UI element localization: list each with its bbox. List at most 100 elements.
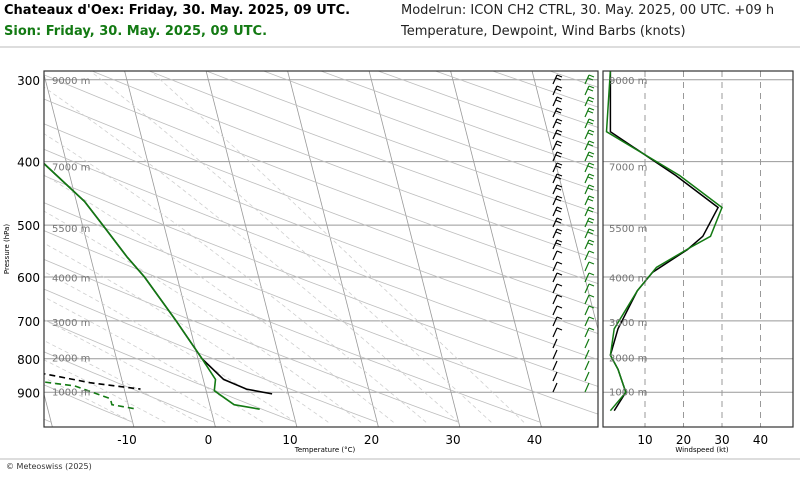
wind-barb-flag bbox=[587, 143, 594, 147]
moist-adiabat bbox=[44, 210, 362, 423]
wind-barb-flag bbox=[588, 195, 595, 199]
x-tick-label: 20 bbox=[364, 433, 379, 447]
wind-barb bbox=[584, 162, 590, 173]
wind-barb bbox=[552, 371, 558, 382]
y-tick-label: 400 bbox=[17, 156, 40, 170]
x-tick-label: 10 bbox=[282, 433, 297, 447]
wind-grid bbox=[603, 71, 793, 427]
wind-barb-flag bbox=[555, 176, 562, 180]
wind-barb-flag bbox=[588, 261, 595, 265]
altitude-label: 9000 m bbox=[52, 76, 90, 87]
wind-barb-flag bbox=[588, 239, 595, 243]
wind-barb-flag bbox=[588, 129, 595, 133]
wind-barb-flag bbox=[587, 165, 594, 169]
wind-barb bbox=[552, 228, 558, 239]
model-run-info: Modelrun: ICON CH2 CTRL, 30. May. 2025, … bbox=[401, 3, 775, 18]
wind-barb-flag bbox=[556, 107, 563, 111]
wind-barb bbox=[584, 371, 590, 382]
wind-barb bbox=[552, 217, 558, 228]
wind-barb bbox=[552, 118, 558, 129]
wind-barb-flag bbox=[588, 228, 595, 232]
wind-barb-flag bbox=[587, 99, 594, 103]
wind-barb-flag bbox=[587, 154, 594, 158]
wind-barb-flag bbox=[588, 217, 595, 221]
wind-barb bbox=[584, 217, 590, 228]
moist-adiabat bbox=[44, 319, 231, 423]
wind-barb bbox=[584, 140, 590, 151]
wind-barb-flag bbox=[556, 217, 563, 221]
wind-barb bbox=[584, 228, 590, 239]
wind-barb-flag bbox=[556, 239, 563, 243]
y-tick-label: 300 bbox=[17, 74, 40, 88]
moist-adiabat bbox=[44, 86, 459, 423]
wind-barb bbox=[584, 349, 590, 360]
dry-adiabat bbox=[44, 384, 133, 423]
wind-barb-flag bbox=[556, 283, 563, 287]
moist-adiabat bbox=[44, 359, 166, 423]
dry-adiabat bbox=[44, 148, 598, 361]
wind-barb-flag bbox=[556, 250, 563, 254]
wind-barb-flag bbox=[556, 272, 563, 276]
wind-barb-flag bbox=[588, 327, 595, 331]
y-tick-label: 900 bbox=[17, 386, 40, 400]
wind-barb-flag bbox=[587, 88, 594, 92]
wind-barb-flag bbox=[587, 198, 594, 202]
dry-adiabat bbox=[44, 202, 598, 415]
wind-barb bbox=[584, 338, 590, 349]
wind-barb bbox=[552, 305, 558, 316]
altitude-label: 3000 m bbox=[609, 318, 647, 329]
wind-axis-label: Windspeed (kt) bbox=[675, 446, 728, 454]
wind-barb-flag bbox=[555, 209, 562, 213]
wind-barb bbox=[552, 338, 558, 349]
altitude-label: 7000 m bbox=[609, 163, 647, 174]
isotherm bbox=[531, 71, 598, 332]
wind-barb-flag bbox=[556, 162, 563, 166]
dry-adiabat bbox=[44, 258, 459, 423]
wind-barb bbox=[552, 316, 558, 327]
dry-adiabat bbox=[262, 71, 598, 192]
wind-barb-flag bbox=[555, 198, 562, 202]
x-axis-label: Temperature (°C) bbox=[294, 446, 356, 454]
wind-barb bbox=[584, 272, 590, 283]
wind-barb-flag bbox=[588, 118, 595, 122]
wind-barb-flag bbox=[588, 74, 595, 78]
isotherm bbox=[205, 71, 298, 427]
wind-barb bbox=[584, 107, 590, 118]
wind-barb bbox=[552, 261, 558, 272]
y-tick-label: 800 bbox=[17, 353, 40, 367]
wind-barb-flag bbox=[556, 96, 563, 100]
wind-barb-flag bbox=[587, 121, 594, 125]
altitude-label: 5500 m bbox=[52, 224, 90, 235]
wind-barb bbox=[584, 316, 590, 327]
wind-barb-flag bbox=[555, 165, 562, 169]
wind-barb-flag bbox=[587, 77, 594, 81]
wind-barb bbox=[584, 151, 590, 162]
wind-barb-flag bbox=[556, 327, 563, 331]
wind-barb bbox=[552, 162, 558, 173]
wind-barb-flag bbox=[555, 110, 562, 114]
wind-barb bbox=[552, 195, 558, 206]
plot-background bbox=[0, 47, 800, 460]
wind-barb-flag bbox=[556, 206, 563, 210]
altitude-label: 4000 m bbox=[52, 273, 90, 284]
wind-barb-flag bbox=[588, 151, 595, 155]
wind-profiles bbox=[605, 71, 723, 412]
wind-barb bbox=[552, 74, 558, 85]
wind-barb bbox=[584, 74, 590, 85]
wind-barb bbox=[584, 250, 590, 261]
wind-barb bbox=[552, 140, 558, 151]
wind-barb-flag bbox=[555, 143, 562, 147]
altitude-label: 4000 m bbox=[609, 273, 647, 284]
dry-adiabat bbox=[44, 98, 598, 309]
wind-barb-flag bbox=[587, 220, 594, 224]
wind-barb bbox=[584, 85, 590, 96]
wind-barb-flag bbox=[556, 85, 563, 89]
wind-barb-flag bbox=[588, 107, 595, 111]
moist-adiabat bbox=[44, 242, 329, 423]
wind-barb-flag bbox=[588, 294, 595, 298]
wind-barb bbox=[552, 129, 558, 140]
wind-barb bbox=[584, 382, 590, 393]
altitude-label: 5500 m bbox=[609, 224, 647, 235]
wind-barb-flag bbox=[587, 209, 594, 213]
